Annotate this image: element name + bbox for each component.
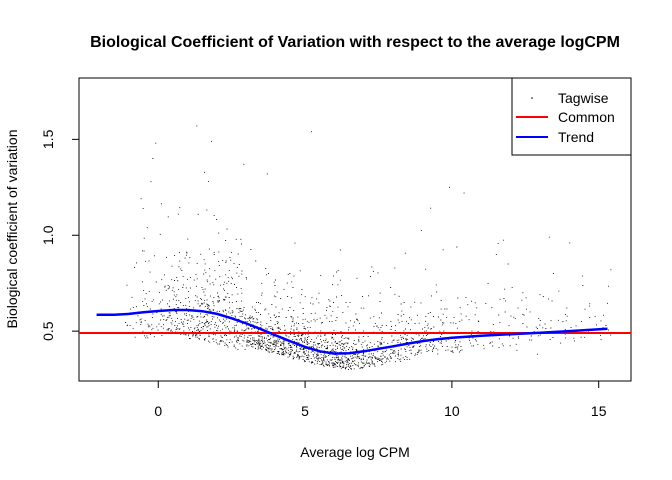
y-tick-label: 1.5 bbox=[40, 129, 56, 149]
trend-line-path bbox=[96, 308, 608, 355]
x-axis: 0 5 10 15 bbox=[154, 380, 607, 419]
x-tick-label: 0 bbox=[154, 403, 162, 419]
trend-line bbox=[96, 308, 608, 355]
chart-title: Biological Coefficient of Variation with… bbox=[90, 34, 620, 51]
y-tick-label: 1.0 bbox=[40, 225, 56, 245]
legend-trend-label: Trend bbox=[558, 129, 594, 145]
x-tick-label: 5 bbox=[301, 403, 309, 419]
legend-common-label: Common bbox=[558, 109, 615, 125]
legend-tagwise-label: Tagwise bbox=[558, 90, 609, 106]
legend-tagwise-symbol bbox=[531, 97, 533, 99]
y-axis-label: Biological coefficient of variation bbox=[4, 130, 20, 329]
y-tick-label: 0.5 bbox=[40, 321, 56, 341]
x-tick-label: 10 bbox=[444, 403, 460, 419]
x-tick-label: 15 bbox=[591, 403, 607, 419]
legend: Tagwise Common Trend bbox=[511, 77, 632, 156]
tagwise-points bbox=[123, 125, 612, 370]
tagwise-point-cloud bbox=[123, 125, 612, 370]
y-axis: 0.5 1.0 1.5 bbox=[40, 129, 80, 341]
x-axis-label: Average log CPM bbox=[300, 444, 409, 460]
